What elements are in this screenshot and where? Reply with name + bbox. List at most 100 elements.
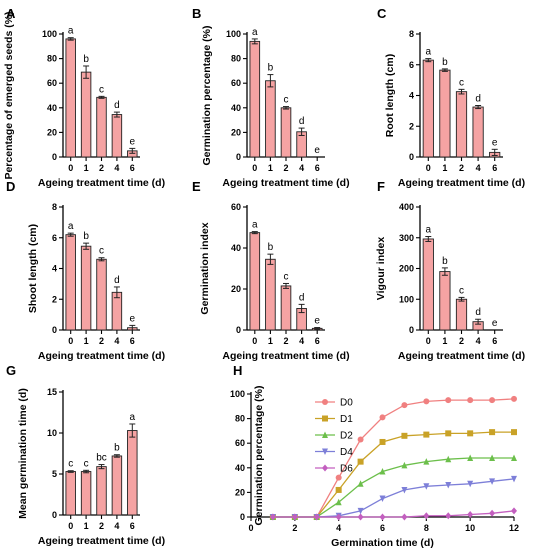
x-axis-label: Ageing treatment time (d) xyxy=(398,350,525,362)
bar xyxy=(65,38,76,158)
bar xyxy=(96,258,107,331)
x-tick-label: 2 xyxy=(292,523,297,533)
significance-letter: d xyxy=(475,307,481,318)
y-tick-label: 100 xyxy=(226,29,241,39)
data-point xyxy=(269,513,276,521)
x-tick-label: 1 xyxy=(268,163,273,173)
significance-letter: c xyxy=(68,459,73,470)
series-line xyxy=(272,431,514,518)
y-tick-label: 20 xyxy=(235,487,245,497)
data-point xyxy=(322,431,328,438)
bar xyxy=(265,80,276,158)
significance-letter: d xyxy=(475,93,481,104)
legend-item: D0 xyxy=(315,398,353,409)
x-tick-label: 6 xyxy=(492,163,497,173)
series-d1 xyxy=(269,429,517,520)
y-tick-label: 80 xyxy=(47,54,57,64)
significance-letter: b xyxy=(268,63,274,74)
y-tick-label: 60 xyxy=(231,202,241,212)
bar xyxy=(422,238,434,331)
y-tick-label: 0 xyxy=(52,152,57,162)
panel-e: E Germination index Ageing treatment time … xyxy=(192,179,350,362)
y-tick-label: 2 xyxy=(52,294,57,304)
y-tick-label: 100 xyxy=(230,389,245,399)
y-tick-label: 5 xyxy=(52,469,57,479)
x-tick-label: 6 xyxy=(130,521,135,531)
bar xyxy=(111,114,123,158)
bar xyxy=(280,285,292,331)
panel-label: D xyxy=(6,179,15,194)
significance-letter: c xyxy=(99,246,104,257)
x-tick-label: 0 xyxy=(68,163,73,173)
bar xyxy=(80,471,92,516)
x-tick-label: 8 xyxy=(424,523,429,533)
significance-letter: d xyxy=(299,116,305,127)
bar xyxy=(265,258,276,331)
legend-item: D6 xyxy=(315,464,353,475)
data-point xyxy=(467,480,474,488)
bar xyxy=(280,107,292,158)
series-line xyxy=(272,510,515,518)
significance-letter: a xyxy=(252,27,258,38)
legend-item: D2 xyxy=(315,431,353,442)
x-axis-label: Ageing treatment time (d) xyxy=(222,177,349,189)
legend-label: D0 xyxy=(340,398,353,409)
y-tick-label: 0 xyxy=(52,325,57,335)
bar xyxy=(422,59,434,158)
bar xyxy=(80,245,92,331)
data-point xyxy=(511,507,517,515)
panel-label: G xyxy=(6,363,16,378)
y-tick-label: 80 xyxy=(231,54,241,64)
significance-letter: b xyxy=(442,256,448,267)
panel-c: C Root length (cm) Ageing treatment time (… xyxy=(377,6,525,189)
data-point xyxy=(511,475,517,483)
panel-h: H Germination percentage (%) Germination t… xyxy=(230,363,519,549)
data-point xyxy=(423,398,430,405)
x-tick-label: 4 xyxy=(299,163,304,173)
bar xyxy=(249,40,261,158)
x-tick-label: 4 xyxy=(114,336,119,346)
bar xyxy=(472,106,484,158)
y-axis-label: Shoot length (cm) xyxy=(27,224,39,313)
bar xyxy=(455,298,468,331)
data-point xyxy=(467,430,474,437)
y-tick-label: 15 xyxy=(47,387,57,397)
significance-letter: a xyxy=(130,412,136,423)
x-tick-label: 1 xyxy=(84,521,89,531)
x-tick-label: 2 xyxy=(283,336,288,346)
data-point xyxy=(445,455,452,463)
y-tick-label: 40 xyxy=(235,463,245,473)
x-axis-label: Ageing treatment time (d) xyxy=(38,535,165,547)
bar xyxy=(80,71,92,158)
y-tick-label: 0 xyxy=(409,152,414,162)
x-tick-label: 4 xyxy=(114,163,119,173)
y-tick-label: 8 xyxy=(52,202,57,212)
panel-label: A xyxy=(6,6,16,21)
significance-letter: e xyxy=(492,318,498,329)
y-tick-label: 60 xyxy=(235,438,245,448)
data-point xyxy=(322,464,328,472)
data-point xyxy=(511,395,517,402)
data-point xyxy=(379,414,386,421)
legend-label: D4 xyxy=(340,447,353,458)
x-tick-label: 12 xyxy=(509,523,519,533)
significance-letter: b xyxy=(442,57,448,68)
data-point xyxy=(423,431,430,438)
significance-letter: a xyxy=(252,220,258,231)
significance-letter: b xyxy=(268,242,274,253)
data-point xyxy=(335,474,342,481)
panel-f: F Vigour index Ageing treatment time (d) 0 1… xyxy=(375,179,525,362)
data-point xyxy=(511,454,517,461)
data-point xyxy=(335,513,342,521)
data-point xyxy=(511,429,517,436)
x-tick-label: 0 xyxy=(252,336,257,346)
significance-letter: c xyxy=(459,77,464,88)
data-point xyxy=(322,448,328,455)
data-point xyxy=(489,429,496,436)
y-tick-label: 100 xyxy=(399,294,414,304)
data-point xyxy=(401,513,408,521)
legend-label: D6 xyxy=(340,464,353,475)
x-tick-label: 2 xyxy=(459,163,464,173)
